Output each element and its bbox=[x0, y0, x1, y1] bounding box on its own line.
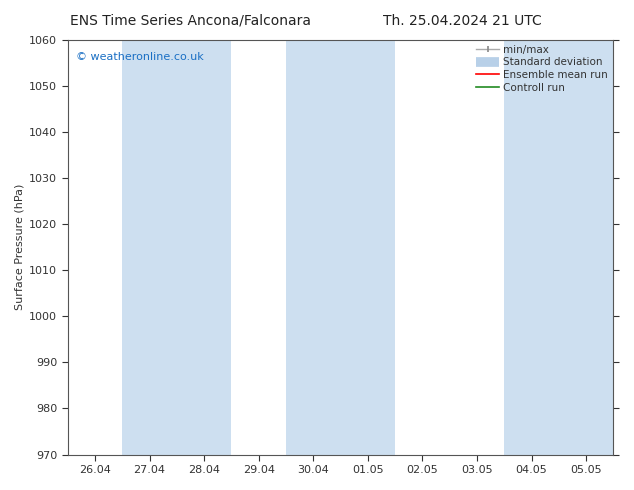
Bar bbox=[286, 40, 395, 455]
Legend: min/max, Standard deviation, Ensemble mean run, Controll run: min/max, Standard deviation, Ensemble me… bbox=[476, 45, 608, 93]
Bar bbox=[504, 40, 614, 455]
Bar bbox=[122, 40, 231, 455]
Text: ENS Time Series Ancona/Falconara: ENS Time Series Ancona/Falconara bbox=[70, 14, 311, 28]
Text: © weatheronline.co.uk: © weatheronline.co.uk bbox=[76, 52, 204, 62]
Y-axis label: Surface Pressure (hPa): Surface Pressure (hPa) bbox=[15, 184, 25, 310]
Text: Th. 25.04.2024 21 UTC: Th. 25.04.2024 21 UTC bbox=[384, 14, 542, 28]
